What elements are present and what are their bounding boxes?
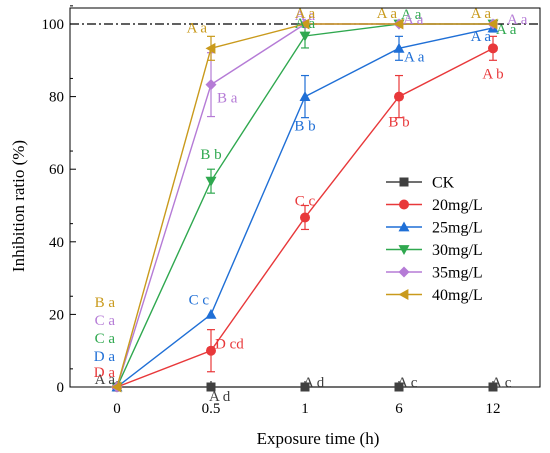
significance-label: A a: [295, 8, 316, 24]
data-point: [488, 43, 498, 54]
significance-label: A c: [491, 375, 512, 391]
significance-label: A c: [397, 375, 418, 391]
data-point: [299, 18, 310, 30]
significance-label: A a: [95, 372, 116, 388]
legend-label: 40mg/L: [432, 287, 483, 304]
legend-label: 35mg/L: [432, 265, 483, 282]
legend-item: 40mg/L: [386, 287, 483, 304]
significance-label: D cd: [215, 337, 244, 353]
x-tick-label: 6: [395, 401, 403, 417]
data-point: [206, 345, 216, 356]
legend-marker: [398, 221, 410, 232]
significance-label: C c: [189, 292, 210, 308]
significance-label: A a: [496, 22, 517, 38]
data-point: [488, 382, 498, 392]
significance-label: A a: [295, 6, 316, 22]
significance-label: C c: [295, 193, 316, 209]
significance-label: B b: [294, 119, 315, 135]
legend-item: 20mg/L: [386, 197, 483, 214]
data-point: [205, 176, 217, 187]
data-point: [299, 31, 311, 42]
significance-label: B a: [95, 295, 116, 311]
data-point: [111, 381, 122, 393]
significance-label: A d: [303, 375, 325, 391]
y-tick-label: 0: [57, 380, 65, 396]
significance-label: D a: [94, 349, 116, 365]
significance-label: A d: [209, 389, 231, 405]
legend-item: CK: [386, 175, 455, 192]
x-tick-label: 0.5: [202, 401, 221, 417]
significance-label: D a: [94, 365, 116, 381]
x-tick-label: 1: [301, 401, 309, 417]
legend-item: 35mg/L: [386, 265, 483, 282]
legend-item: 25mg/L: [386, 220, 483, 237]
significance-label: B a: [217, 91, 238, 107]
y-tick-label: 20: [49, 307, 64, 323]
legend-marker: [398, 289, 409, 300]
legend-label: 25mg/L: [432, 220, 483, 237]
legend-marker: [398, 266, 410, 278]
y-tick-label: 100: [42, 17, 65, 33]
significance-label: A b: [482, 66, 503, 82]
data-point: [394, 91, 404, 102]
data-point: [394, 382, 404, 392]
data-point: [205, 42, 216, 54]
legend-marker: [399, 177, 409, 187]
x-tick-label: 0: [113, 401, 121, 417]
y-tick-label: 80: [49, 90, 64, 106]
data-point: [487, 18, 498, 30]
x-axis-label: Exposure time (h): [257, 429, 380, 448]
legend-marker: [398, 245, 410, 255]
data-point: [206, 382, 216, 392]
significance-label: A a: [403, 12, 424, 28]
y-tick-label: 60: [49, 162, 64, 178]
significance-label: B b: [388, 115, 409, 131]
legend-label: CK: [432, 175, 455, 192]
legend: CK 20mg/L 25mg/L 30mg/L 35mg/L 40mg/L: [386, 175, 483, 304]
data-point: [205, 308, 217, 319]
significance-label: C a: [95, 331, 116, 347]
significance-label: B b: [200, 147, 221, 163]
significance-label: A a: [401, 7, 422, 23]
data-point: [300, 212, 310, 223]
y-tick-label: 40: [49, 235, 64, 251]
y-axis-label: Inhibition ratio (%): [9, 140, 28, 272]
significance-label: A a: [471, 29, 492, 45]
significance-label: A a: [507, 12, 528, 28]
data-point: [205, 79, 217, 91]
significance-label: C a: [95, 313, 116, 329]
x-tick-label: 12: [486, 401, 501, 417]
significance-label: A a: [404, 49, 425, 65]
legend-marker: [399, 199, 409, 210]
significance-label: A a: [377, 6, 398, 22]
series-40mg-l: [111, 18, 498, 393]
significance-label: A a: [187, 20, 208, 36]
data-point: [393, 18, 404, 30]
significance-label: A a: [471, 6, 492, 22]
legend-item: 30mg/L: [386, 242, 483, 259]
series-25mg-l: [111, 22, 499, 392]
data-point: [393, 42, 405, 53]
legend-label: 20mg/L: [432, 197, 483, 214]
legend-label: 30mg/L: [432, 242, 483, 259]
significance-label: A a: [295, 16, 316, 32]
data-point: [300, 382, 310, 392]
data-point: [299, 91, 311, 101]
